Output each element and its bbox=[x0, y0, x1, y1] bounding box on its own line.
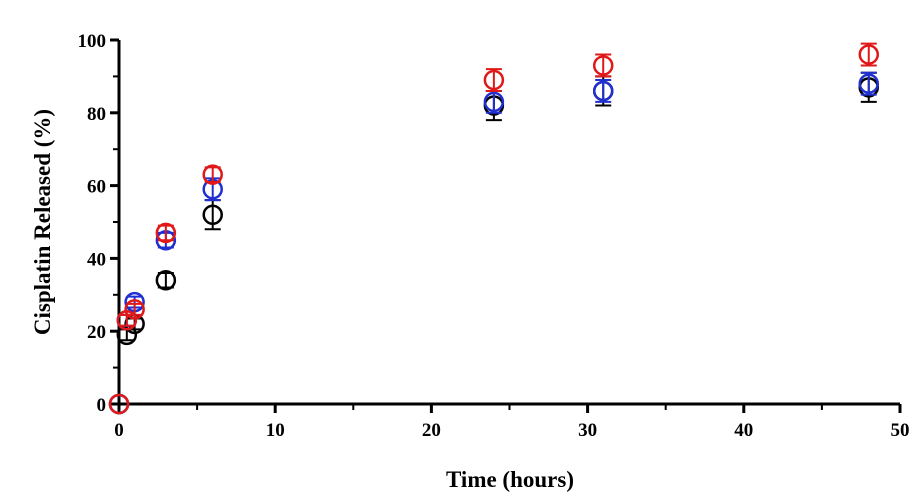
y-tick-label: 40 bbox=[87, 249, 106, 270]
data-point bbox=[592, 55, 614, 76]
x-tick-label: 20 bbox=[422, 420, 441, 441]
data-point bbox=[483, 91, 505, 113]
series-3 bbox=[108, 42, 880, 415]
data-point bbox=[483, 69, 505, 91]
data-point bbox=[202, 164, 223, 185]
series-1 bbox=[108, 71, 880, 415]
x-tick-label: 10 bbox=[266, 420, 285, 441]
y-axis-title: Cisplatin Released (%) bbox=[30, 109, 55, 335]
y-tick-label: 80 bbox=[87, 104, 106, 125]
x-tick-label: 50 bbox=[891, 420, 910, 441]
x-tick-label: 0 bbox=[114, 420, 124, 441]
y-tick-label: 0 bbox=[97, 395, 107, 416]
plot-area bbox=[108, 42, 880, 415]
y-tick-label: 20 bbox=[87, 322, 106, 343]
x-axis-title: Time (hours) bbox=[446, 467, 574, 492]
data-point bbox=[592, 80, 614, 102]
series-2 bbox=[108, 71, 880, 415]
axes bbox=[117, 40, 900, 406]
ticks: 0 10 20 30 40 50 0 20 40 60 80 100 bbox=[78, 31, 910, 441]
x-tick-label: 30 bbox=[578, 420, 597, 441]
y-tick-label: 60 bbox=[87, 177, 106, 198]
data-point bbox=[124, 299, 145, 320]
data-point bbox=[858, 73, 880, 94]
data-point bbox=[202, 204, 223, 225]
y-tick-label: 100 bbox=[78, 31, 107, 52]
data-point bbox=[155, 269, 177, 291]
data-point bbox=[858, 44, 880, 65]
data-point bbox=[155, 222, 177, 244]
data-point bbox=[108, 393, 130, 415]
x-tick-label: 40 bbox=[734, 420, 753, 441]
